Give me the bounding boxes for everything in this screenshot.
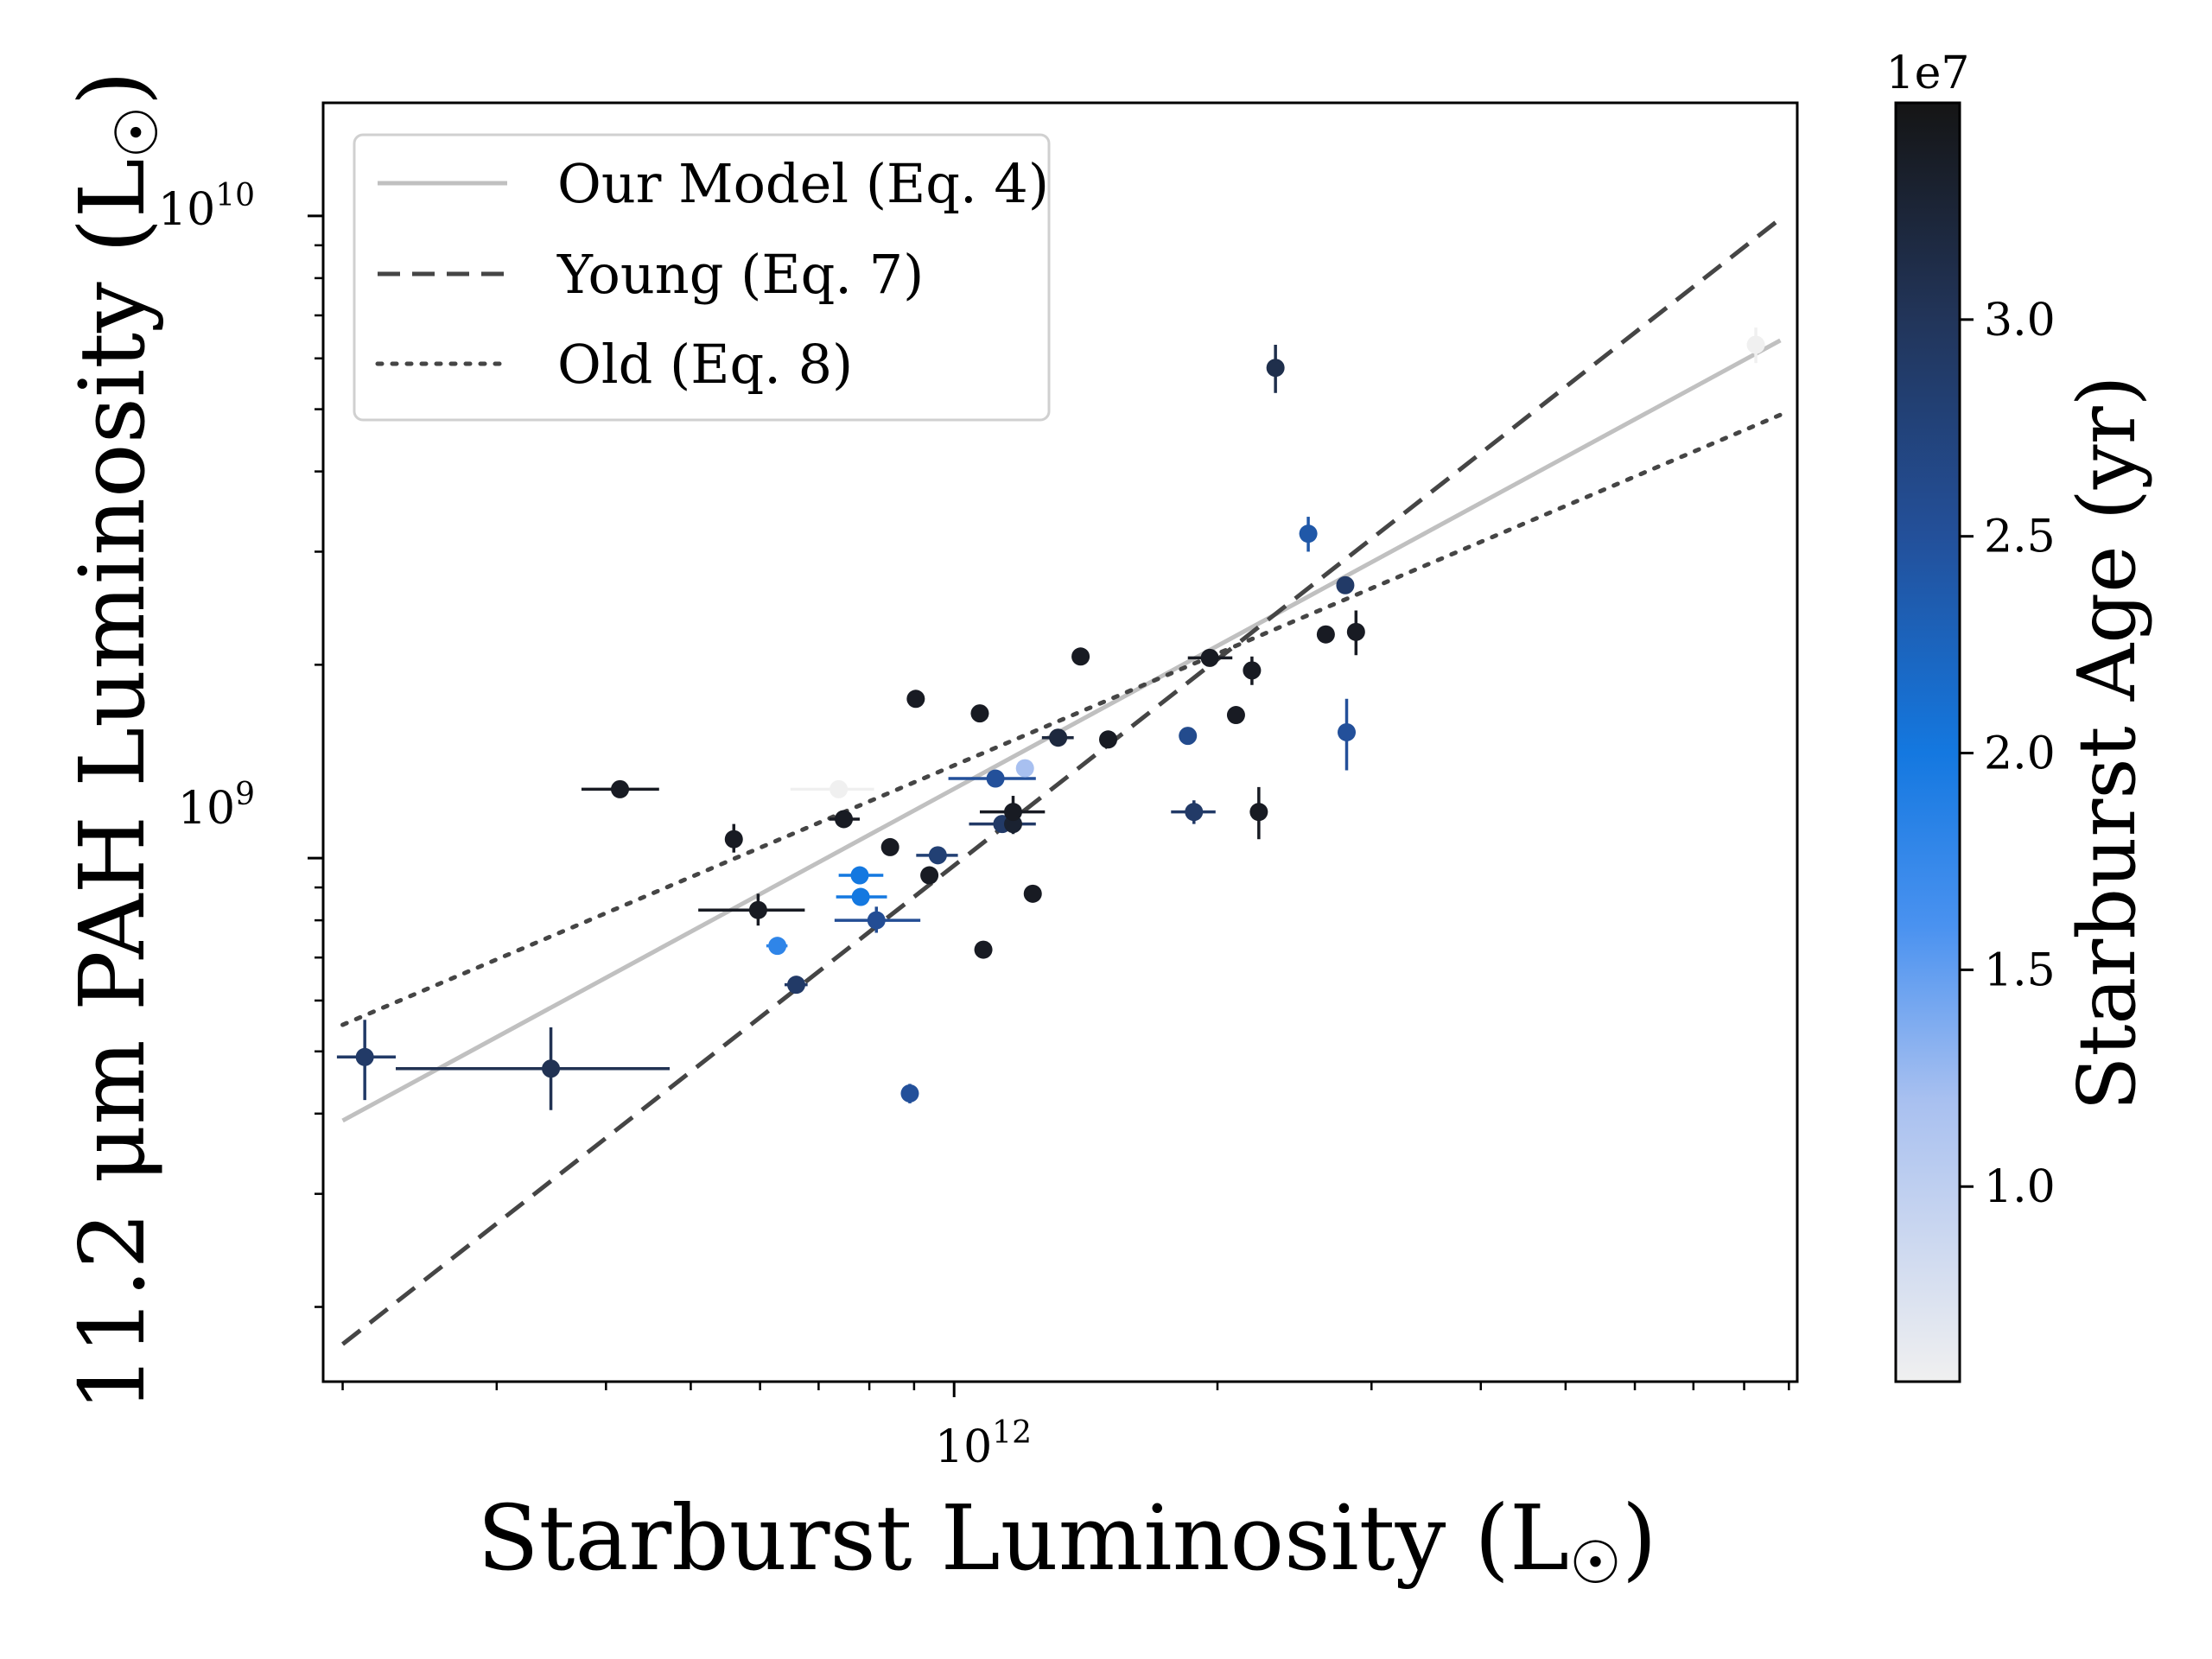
y-tick-exp-9: 9 xyxy=(235,777,255,812)
legend-label-young: Young (Eq. 7) xyxy=(556,243,924,306)
data-point xyxy=(1316,625,1335,644)
y-axis-close-paren: ) xyxy=(60,71,165,106)
colorbar-tick-label: 3.0 xyxy=(1984,295,2056,346)
x-axis-ticks xyxy=(341,1382,1790,1397)
data-point xyxy=(1336,575,1355,594)
y-tick-label-1e10: 1010 xyxy=(158,178,255,236)
y-tick-label-1e9: 109 xyxy=(178,777,255,835)
colorbar-offset-text: 1e7 xyxy=(1886,48,1970,99)
x-tick-label-1e12: 1012 xyxy=(935,1415,1032,1473)
y-tick-exp-10: 10 xyxy=(215,178,255,213)
x-axis-title-text: Starburst Luminosity (L xyxy=(477,1485,1569,1591)
plot-frame xyxy=(321,101,1799,1383)
data-point xyxy=(986,769,1005,788)
x-axis-sun-symbol: ☉ xyxy=(1569,1529,1622,1598)
data-point xyxy=(1746,335,1765,354)
data-point xyxy=(1049,728,1068,747)
x-tick-exp: 12 xyxy=(992,1415,1032,1451)
data-point xyxy=(768,937,787,956)
data-point xyxy=(835,810,854,829)
x-axis-close-paren: ) xyxy=(1622,1485,1657,1591)
data-point xyxy=(1071,647,1090,666)
data-point xyxy=(1226,706,1245,725)
data-point xyxy=(928,846,947,865)
y-axis-title-text: 11.2 μm PAH Luminosity (L xyxy=(60,158,165,1412)
data-point xyxy=(1249,803,1268,822)
data-point xyxy=(906,690,925,709)
y-tick-base-9: 10 xyxy=(178,783,235,835)
x-axis-title: Starburst Luminosity (L☉) xyxy=(477,1485,1656,1598)
model-line-dashed xyxy=(341,217,1782,1346)
x-tick-base: 10 xyxy=(935,1421,992,1473)
data-point xyxy=(748,900,767,919)
legend-label-model: Our Model (Eq. 4) xyxy=(557,152,1049,215)
legend: Our Model (Eq. 4) Young (Eq. 7) Old (Eq.… xyxy=(353,133,1051,422)
data-points xyxy=(355,335,1765,1103)
data-point xyxy=(1185,803,1204,822)
y-axis-title: 11.2 μm PAH Luminosity (L☉) xyxy=(60,71,172,1412)
colorbar-title: Starburst Age (yr) xyxy=(2061,375,2153,1110)
data-point xyxy=(1023,884,1042,903)
colorbar-gradient xyxy=(1894,101,1961,1383)
data-point xyxy=(1299,524,1318,543)
model-line-dotted xyxy=(340,412,1783,1027)
data-point xyxy=(920,866,939,885)
y-axis-ticks xyxy=(308,214,323,1308)
colorbar: 1.0 1.5 2.0 2.5 3.0 1e7 Starburst Age (yr) xyxy=(1886,48,2153,1383)
data-point xyxy=(355,1047,374,1066)
colorbar-tick-label: 1.5 xyxy=(1984,944,2056,996)
data-point xyxy=(787,976,806,995)
data-point xyxy=(1200,648,1219,667)
data-point xyxy=(900,1084,919,1103)
data-point xyxy=(1015,759,1034,778)
colorbar-tick-label: 2.0 xyxy=(1984,728,2056,780)
data-point xyxy=(830,779,849,798)
data-point xyxy=(1338,722,1357,741)
data-point xyxy=(542,1059,561,1078)
y-tick-base-10: 10 xyxy=(158,184,215,236)
data-point xyxy=(1179,727,1198,746)
data-point xyxy=(1266,359,1285,378)
data-point xyxy=(850,866,869,885)
data-point xyxy=(880,837,899,856)
data-point xyxy=(974,940,993,959)
colorbar-tick-label: 1.0 xyxy=(1984,1161,2056,1213)
legend-label-old: Old (Eq. 8) xyxy=(557,333,853,396)
data-point xyxy=(1004,803,1023,822)
data-point xyxy=(611,779,630,798)
data-point xyxy=(724,830,743,849)
data-point xyxy=(851,887,870,906)
colorbar-ticks: 1.0 1.5 2.0 2.5 3.0 xyxy=(1960,295,2056,1213)
data-point xyxy=(1346,622,1365,641)
y-axis-sun-symbol: ☉ xyxy=(104,106,172,159)
data-point xyxy=(1099,730,1118,749)
data-point xyxy=(867,911,886,930)
colorbar-tick-label: 2.5 xyxy=(1984,512,2056,563)
data-point xyxy=(970,704,989,723)
legend-box xyxy=(353,133,1051,422)
data-point xyxy=(1243,661,1262,680)
